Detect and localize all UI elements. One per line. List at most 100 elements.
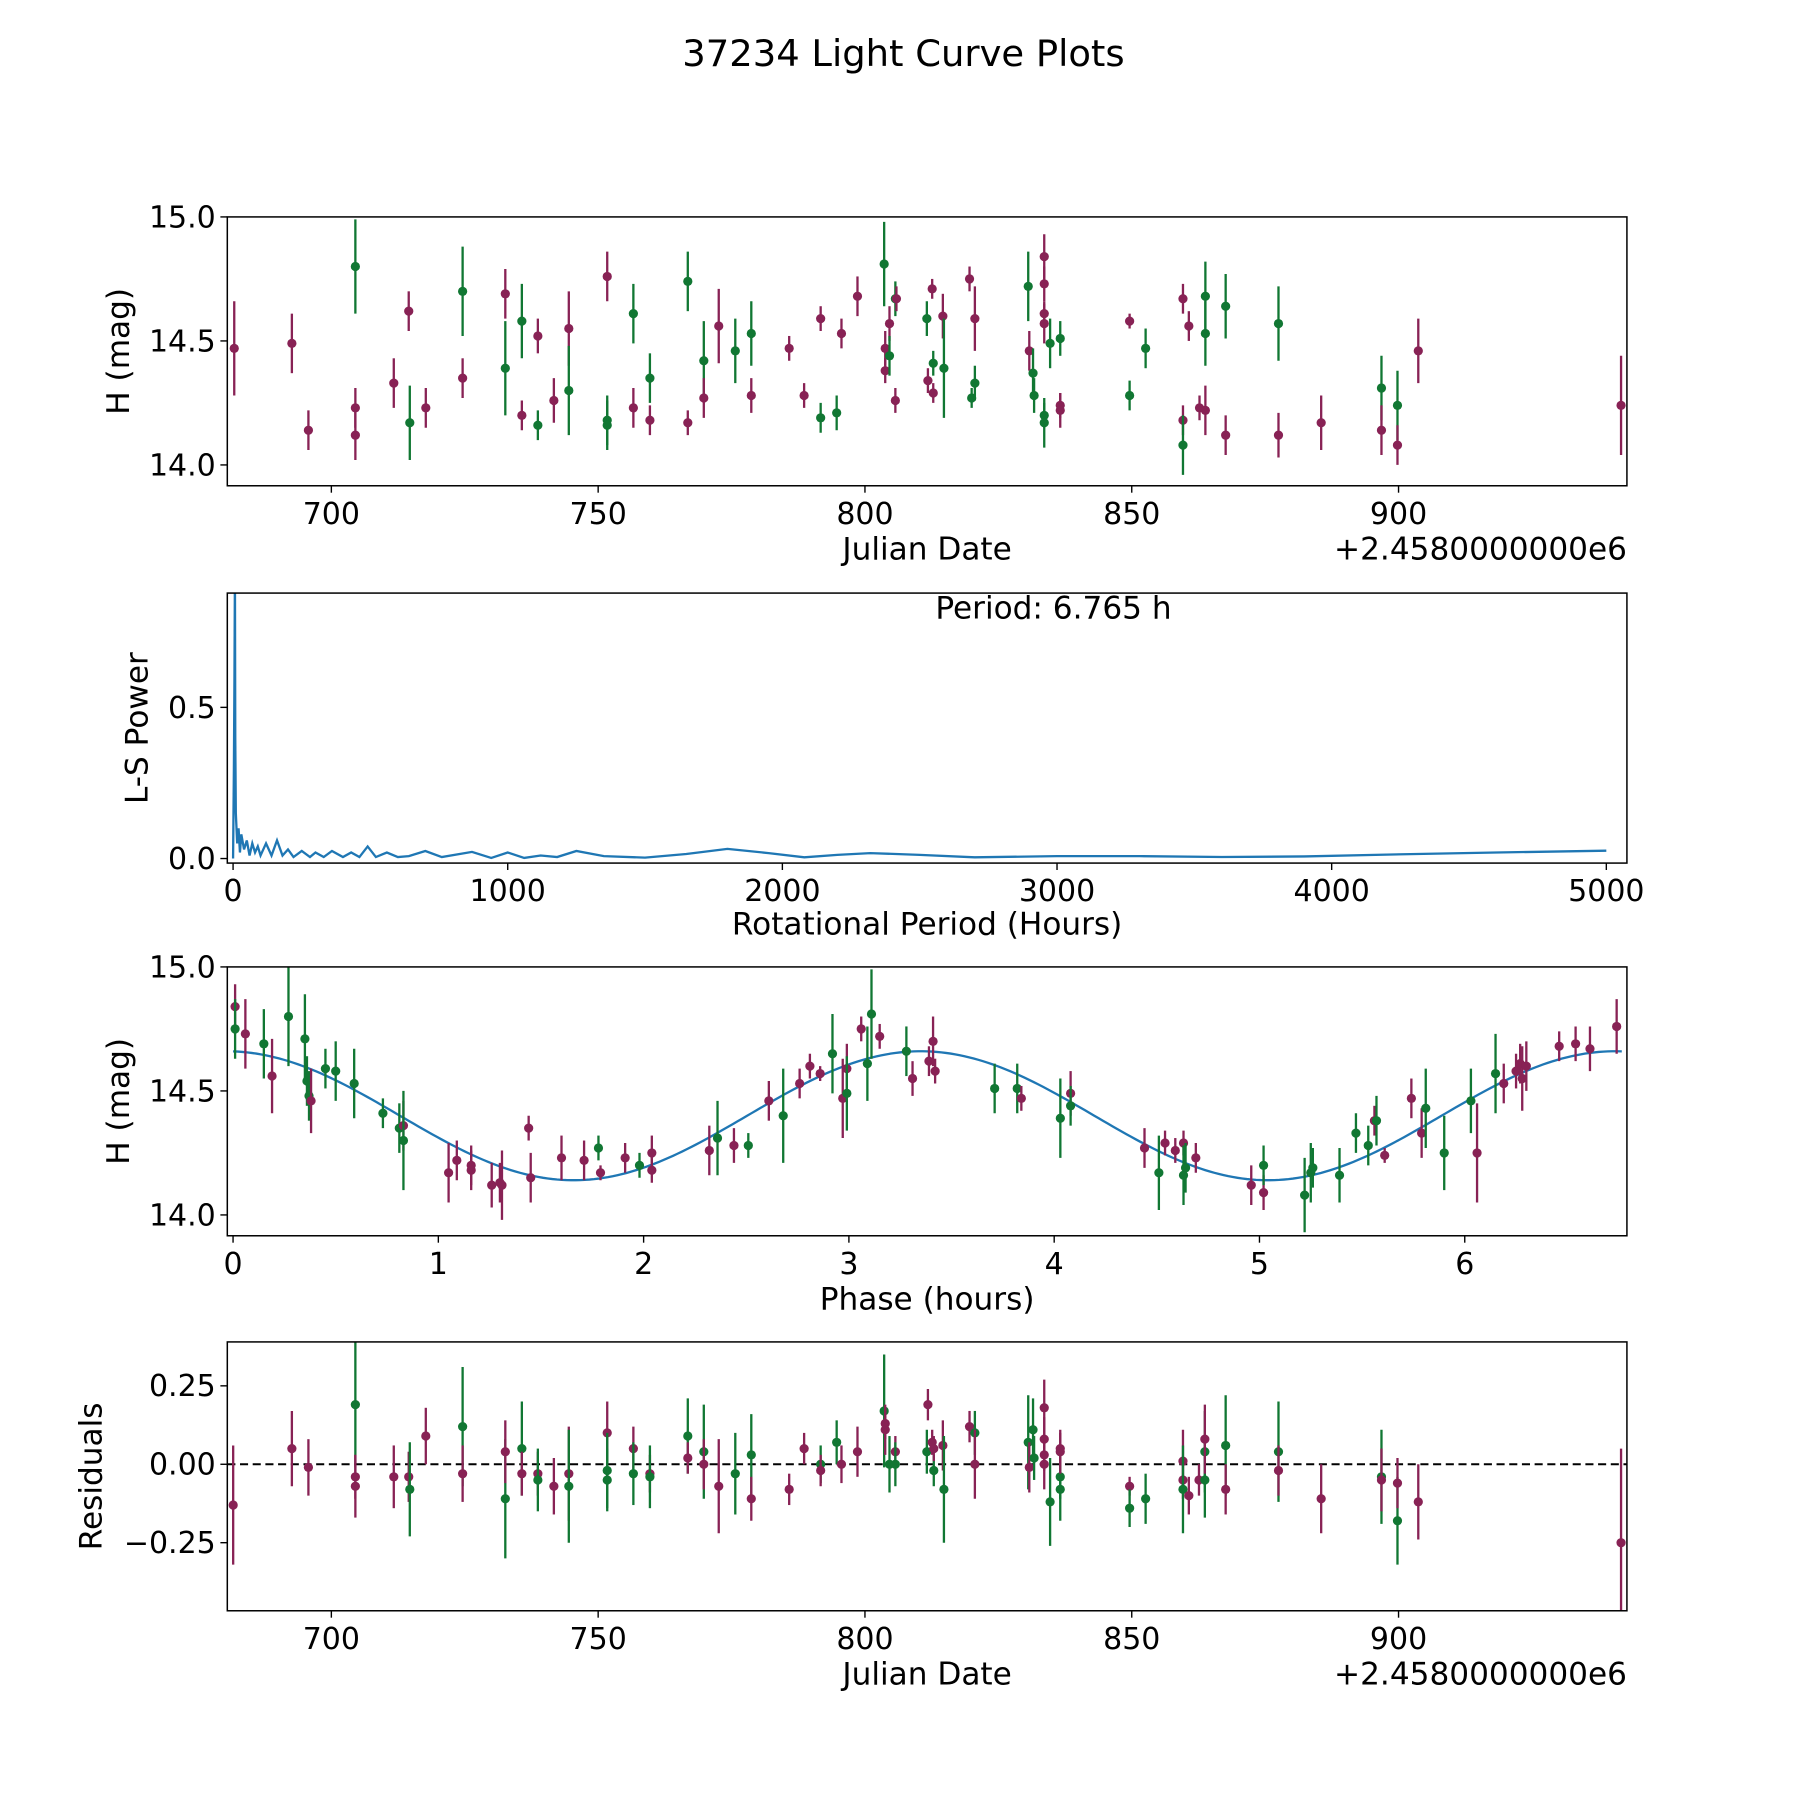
x-tick-label: 900: [1370, 1622, 1427, 1657]
data-point: [229, 301, 239, 396]
point-marker: [1376, 425, 1387, 435]
y-axis-label: H (mag): [101, 1038, 137, 1165]
point-marker: [764, 1096, 774, 1106]
x-tick-label: 700: [303, 497, 360, 532]
point-marker: [928, 358, 938, 368]
x-tick-label: 2000: [744, 874, 820, 909]
data-point: [799, 383, 809, 408]
data-point: [1499, 1063, 1509, 1104]
data-point: [405, 1442, 415, 1537]
point-marker: [1413, 1497, 1423, 1507]
point-marker: [1334, 1170, 1345, 1180]
x-tick-label: 4: [1045, 1247, 1064, 1282]
point-marker: [259, 1039, 269, 1049]
data-point: [683, 410, 693, 436]
data-point: [729, 1128, 739, 1163]
data-point: [1178, 283, 1188, 314]
data-point: [443, 1143, 454, 1203]
point-marker: [458, 1469, 468, 1479]
point-marker: [884, 318, 895, 329]
data-point: [1039, 1439, 1049, 1490]
point-marker: [564, 1481, 574, 1491]
data-point: [901, 1026, 911, 1077]
point-marker: [1200, 405, 1210, 415]
x-tick-label: 0: [224, 874, 243, 909]
data-point: [1273, 412, 1284, 458]
y-tick-label: 0.25: [149, 1369, 216, 1404]
data-point: [852, 1426, 863, 1477]
point-marker: [1170, 1145, 1180, 1156]
point-marker: [1055, 333, 1065, 344]
data-point: [350, 1341, 360, 1468]
data-point: [816, 306, 826, 332]
data-point: [852, 276, 863, 317]
point-marker: [524, 1123, 534, 1133]
data-point: [320, 1048, 331, 1089]
data-point: [458, 1445, 468, 1502]
point-marker: [891, 294, 902, 304]
data-point: [287, 313, 297, 374]
point-marker: [743, 1140, 753, 1151]
data-point: [1039, 266, 1049, 302]
data-point: [1200, 1404, 1210, 1474]
y-tick-label: 14.0: [149, 448, 216, 483]
data-point: [1124, 1489, 1135, 1528]
point-marker: [1554, 1041, 1564, 1051]
data-point: [1141, 1473, 1151, 1524]
y-tick-label: 15.0: [149, 950, 216, 985]
data-point: [1178, 415, 1188, 475]
data-point: [1055, 393, 1065, 428]
point-marker: [842, 1088, 852, 1099]
data-point: [928, 383, 938, 403]
point-marker: [517, 1443, 527, 1454]
data-point: [645, 405, 655, 436]
point-marker: [1178, 440, 1188, 450]
point-marker: [350, 430, 360, 440]
data-point: [628, 1442, 638, 1506]
point-marker: [1039, 279, 1049, 289]
data-point: [1024, 1442, 1034, 1493]
point-marker: [1308, 1163, 1318, 1173]
point-marker: [1045, 1497, 1055, 1507]
point-marker: [880, 1418, 890, 1429]
data-point: [746, 1476, 756, 1521]
point-marker: [1376, 383, 1387, 393]
y-tick-label: 14.0: [149, 1198, 216, 1233]
data-point: [699, 378, 709, 418]
x-tick-label: 1: [429, 1247, 448, 1282]
data-point: [500, 1420, 510, 1484]
x-axis-label: Julian Date: [840, 532, 1011, 568]
x-tick-label: 6: [1455, 1247, 1474, 1282]
data-point: [683, 251, 693, 312]
point-marker: [1055, 405, 1065, 415]
point-marker: [1517, 1073, 1527, 1084]
point-marker: [836, 1459, 847, 1469]
data-point: [595, 1165, 606, 1181]
data-point: [1045, 318, 1055, 369]
data-point: [517, 400, 527, 431]
data-point: [836, 318, 847, 349]
point-marker: [901, 1046, 911, 1056]
data-point: [832, 1420, 842, 1465]
point-marker: [303, 425, 314, 435]
point-marker: [404, 306, 414, 316]
point-marker: [1184, 321, 1194, 331]
point-marker: [1039, 1403, 1049, 1413]
point-marker: [1392, 400, 1403, 411]
data-point: [1184, 311, 1194, 341]
data-point: [1055, 321, 1065, 356]
x-offset-text: +2.4580000000e6: [1334, 532, 1627, 568]
data-point: [533, 410, 543, 441]
data-point: [891, 286, 902, 312]
point-marker: [1221, 301, 1231, 311]
point-marker: [799, 390, 809, 401]
model-fit-curve: [232, 1050, 1622, 1182]
point-marker: [1154, 1168, 1164, 1178]
data-point: [1055, 1429, 1065, 1474]
point-marker: [746, 1494, 756, 1504]
point-marker: [832, 408, 842, 418]
data-point: [1258, 1145, 1269, 1186]
data-point: [1300, 1157, 1310, 1233]
x-tick-label: 2: [634, 1247, 653, 1282]
